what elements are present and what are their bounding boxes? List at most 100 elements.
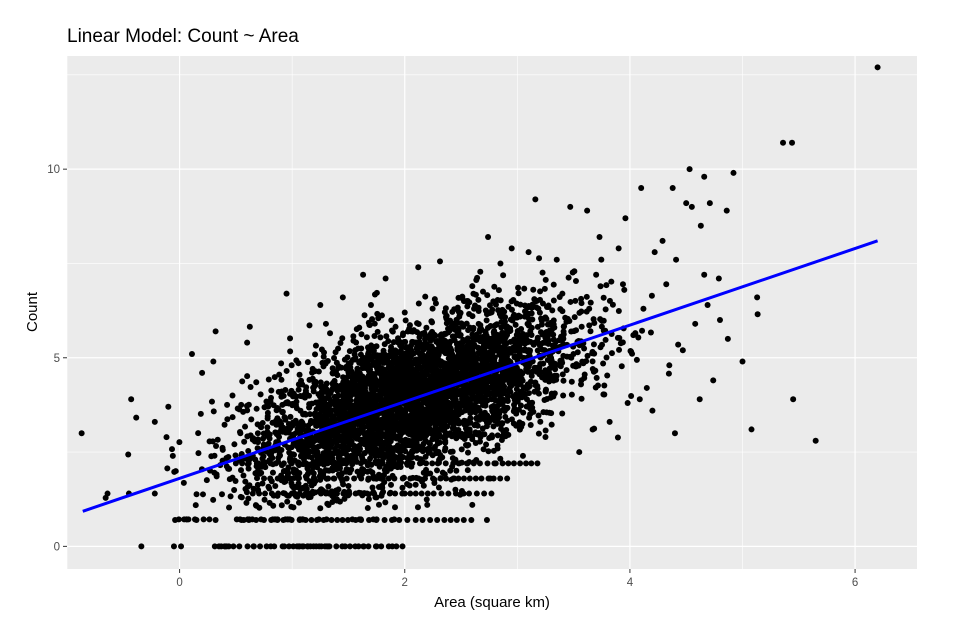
scatter-point [790,396,797,403]
cloud-point [502,330,509,337]
cloud-point [199,491,206,498]
scatter-point [638,185,645,192]
cloud-point [459,388,466,395]
cloud-point [348,438,355,445]
cloud-point [352,455,359,462]
cloud-point [176,439,183,446]
cloud-point [559,308,566,315]
cloud-point [288,387,295,394]
cloud-point [323,380,330,387]
cloud-point [426,440,433,447]
cloud-point [467,415,474,422]
row-point [438,490,445,497]
cloud-point [287,413,294,420]
cloud-point [438,374,445,381]
cloud-point [310,470,317,477]
cloud-point [477,268,484,275]
cloud-point [665,370,672,377]
cloud-point [324,357,331,364]
cloud-point [422,415,429,422]
cloud-point [628,348,635,355]
cloud-point [331,354,338,361]
cloud-point [639,327,646,334]
cloud-point [327,330,334,337]
cloud-point [429,305,436,312]
row-point [280,460,287,467]
cloud-point [231,441,238,448]
row-point [339,543,346,550]
row-point [263,543,270,550]
row-point [504,475,511,482]
cloud-point [505,303,512,310]
cloud-point [315,368,322,375]
cloud-point [559,410,566,417]
cloud-point [347,407,354,414]
cloud-point [371,404,378,411]
x-tick-label: 4 [627,577,634,589]
cloud-point [510,408,517,415]
row-point [481,490,488,497]
cloud-point [371,376,378,383]
cloud-point [498,324,505,331]
row-point [309,460,316,467]
cloud-point [367,455,374,462]
cloud-point [521,285,528,292]
cloud-point [556,293,563,300]
row-point [381,516,388,523]
scatter-point [593,271,600,278]
cloud-point [229,474,236,481]
cloud-point [572,297,579,304]
cloud-point [336,498,343,505]
row-point [318,543,325,550]
row-point [311,475,318,482]
cloud-point [464,467,471,474]
cloud-point [339,335,346,342]
axis-ticks [63,168,856,573]
cloud-point [509,347,516,354]
cloud-point [438,414,445,421]
cloud-point [407,354,414,361]
cloud-point [408,432,415,439]
cloud-point [333,402,340,409]
cloud-point [355,443,362,450]
row-point [460,516,467,523]
cloud-point [572,278,579,285]
cloud-point [382,499,389,506]
cloud-point [373,412,380,419]
cloud-point [499,354,506,361]
cloud-point [312,378,319,385]
cloud-point [521,346,528,353]
row-point [430,490,437,497]
cloud-point [466,299,473,306]
cloud-point [489,306,496,313]
row-point [373,460,380,467]
row-point [534,460,541,467]
cloud-point [564,315,571,322]
cloud-point [754,311,761,318]
cloud-point [133,414,140,421]
cloud-point [197,410,204,417]
row-point [393,543,400,550]
cloud-point [384,386,391,393]
cloud-point [583,293,590,300]
cloud-point [419,330,426,337]
row-point [407,475,414,482]
cloud-point [247,432,254,439]
cloud-point [488,432,495,439]
cloud-point [499,420,506,427]
cloud-point [393,423,400,430]
row-point [372,543,379,550]
cloud-point [238,494,245,501]
cloud-point [482,307,489,314]
cloud-point [386,454,393,461]
x-axis-title: Area (square km) [434,594,550,611]
row-point [412,516,419,523]
cloud-point [210,408,217,415]
cloud-point [543,409,550,416]
scatter-point [671,430,678,437]
cloud-point [265,376,272,383]
cloud-point [349,402,356,409]
cloud-point [537,369,544,376]
cloud-point [536,364,543,371]
cloud-point [461,402,468,409]
